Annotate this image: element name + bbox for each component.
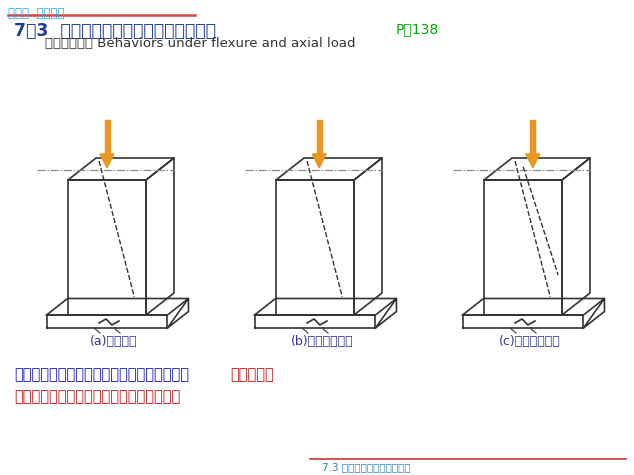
Text: 受压构件（柱）往往在结构中具有重要作用，: 受压构件（柱）往往在结构中具有重要作用，	[14, 367, 189, 382]
Text: (b)单向偏心受压: (b)单向偏心受压	[290, 335, 353, 348]
Text: P．138: P．138	[396, 22, 439, 36]
Polygon shape	[526, 154, 540, 168]
Polygon shape	[100, 154, 114, 168]
Text: 7.3 偏受压构件的承载力计算: 7.3 偏受压构件的承载力计算	[322, 462, 411, 472]
Polygon shape	[317, 120, 321, 154]
Text: (a)轴心受压: (a)轴心受压	[90, 335, 138, 348]
Text: (c)双向偏心受压: (c)双向偏心受压	[499, 335, 561, 348]
Text: 坏，往往导致整个结构的损坏，甚至倒塌。: 坏，往往导致整个结构的损坏，甚至倒塌。	[14, 389, 180, 404]
Text: 第七章  受压构件: 第七章 受压构件	[8, 7, 65, 20]
Polygon shape	[105, 120, 110, 154]
Text: 一旦产生破: 一旦产生破	[230, 367, 274, 382]
Text: 7．3  压力和弯矩共同作用下的受力性能: 7．3 压力和弯矩共同作用下的受力性能	[14, 22, 216, 40]
Polygon shape	[530, 120, 535, 154]
Polygon shape	[312, 154, 327, 168]
Text: （偏心受压） Behaviors under flexure and axial load: （偏心受压） Behaviors under flexure and axial…	[45, 37, 356, 50]
